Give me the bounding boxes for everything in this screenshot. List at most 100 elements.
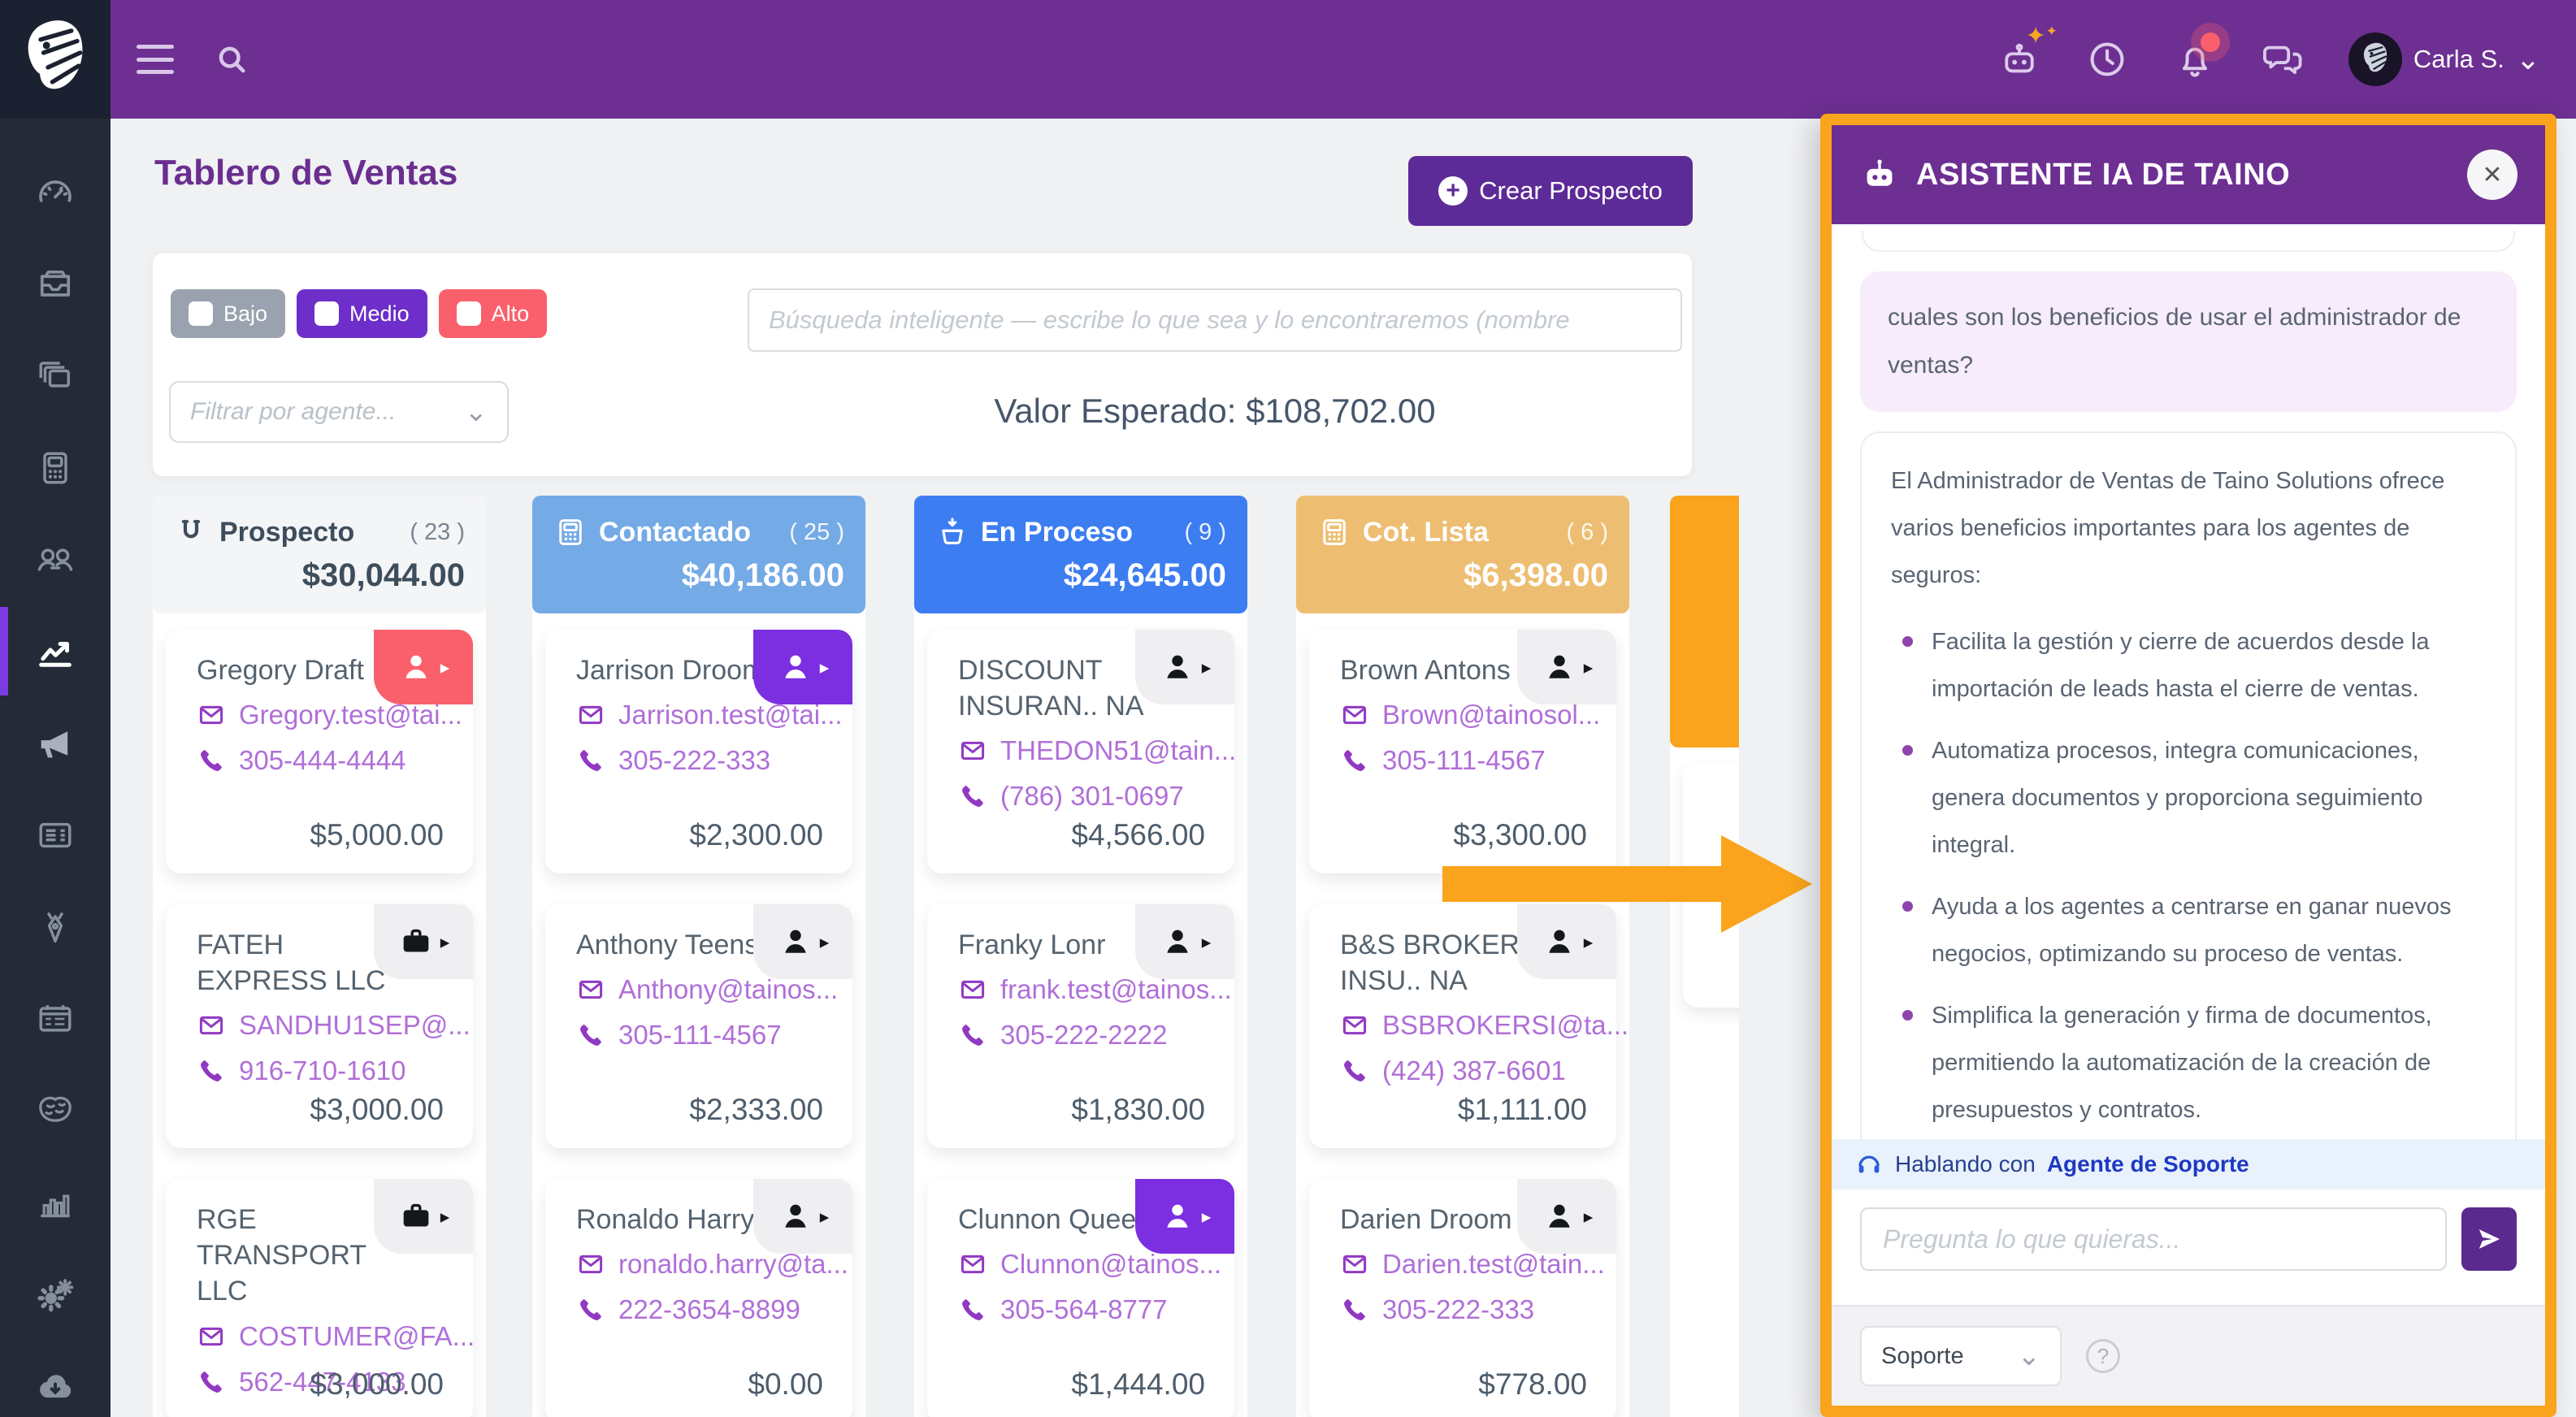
- sidebar-item-inbox[interactable]: [0, 238, 111, 330]
- sidebar-item-downloads[interactable]: [0, 1340, 111, 1417]
- email-link[interactable]: SANDHU1SEP@...: [239, 1010, 471, 1041]
- sidebar-item-sales-board[interactable]: [0, 605, 111, 697]
- prospect-name: Gregory Draft: [197, 655, 364, 686]
- email-link[interactable]: THEDON51@tain...: [1000, 735, 1237, 766]
- phone-link[interactable]: (786) 301-0697: [1000, 781, 1184, 812]
- create-prospect-button[interactable]: + Crear Prospecto: [1408, 156, 1693, 226]
- phone-link[interactable]: 305-111-4567: [618, 1020, 782, 1051]
- department-select[interactable]: Soporte ⌄: [1860, 1326, 2062, 1386]
- prospect-card[interactable]: ▸ Brown Antons Brown@tainosol... 305-111…: [1309, 630, 1616, 873]
- email-link[interactable]: Anthony@tainos...: [618, 974, 839, 1005]
- priority-filter-bajo[interactable]: Bajo: [171, 289, 286, 338]
- sidebar-item-ai[interactable]: [0, 1064, 111, 1156]
- contact-type-badge[interactable]: ▸: [1517, 630, 1616, 704]
- priority-filter-alto[interactable]: Alto: [438, 289, 548, 338]
- sidebar-item-pipelines[interactable]: [0, 330, 111, 422]
- phone-link[interactable]: 305-222-333: [618, 745, 771, 776]
- close-button[interactable]: ✕: [2467, 150, 2517, 200]
- contact-type-badge[interactable]: ▸: [374, 904, 473, 979]
- prospect-card[interactable]: ▸ Jarrison Droom Jarrison.test@tai... 30…: [545, 630, 852, 873]
- email-link[interactable]: BSBROKERSI@ta...: [1382, 1010, 1629, 1041]
- phone-link[interactable]: 222-3654-8899: [618, 1294, 800, 1325]
- priority-filter-medio[interactable]: Medio: [297, 289, 427, 338]
- contact-type-badge[interactable]: ▸: [1135, 1179, 1234, 1254]
- contact-type-badge[interactable]: ▸: [1135, 630, 1234, 704]
- chat-input[interactable]: [1860, 1207, 2447, 1271]
- email-link[interactable]: frank.test@tainos...: [1000, 974, 1232, 1005]
- sidebar-item-reports[interactable]: [0, 1156, 111, 1248]
- email-link[interactable]: Clunnon@tainos...: [1000, 1249, 1221, 1280]
- sidebar-item-calendar[interactable]: [0, 973, 111, 1064]
- phone-link[interactable]: 305-564-8777: [1000, 1294, 1168, 1325]
- history-button[interactable]: [2085, 37, 2129, 81]
- priority-label: Bajo: [223, 301, 268, 326]
- column-header-contactado[interactable]: Contactado ( 25 ) $40,186.00: [532, 496, 865, 613]
- email-link[interactable]: Darien.test@tain...: [1382, 1249, 1605, 1280]
- prospect-card[interactable]: ▸ RGE TRANSPORT LLC COSTUMER@FA... 562-4…: [166, 1179, 475, 1417]
- calculator-icon: [1317, 515, 1351, 549]
- prospect-card[interactable]: ▸ Clunnon Queen Clunnon@tainos... 305-56…: [927, 1179, 1234, 1417]
- phone-link[interactable]: 305-444-4444: [239, 745, 406, 776]
- phone-link[interactable]: 916-710-1610: [239, 1055, 406, 1086]
- column-header-en-proceso[interactable]: En Proceso ( 9 ) $24,645.00: [914, 496, 1247, 613]
- contact-type-badge[interactable]: ▸: [374, 1179, 473, 1254]
- sidebar-item-contacts[interactable]: [0, 514, 111, 605]
- prospect-card[interactable]: ▸ Darien Droom Darien.test@tain... 305-2…: [1309, 1179, 1616, 1417]
- column-header-prospecto[interactable]: Prospecto ( 23 ) $30,044.00: [153, 496, 486, 613]
- sidebar-item-esignature[interactable]: [0, 881, 111, 973]
- checkbox[interactable]: [314, 301, 340, 326]
- phone-icon: [958, 782, 987, 811]
- phone-link[interactable]: 305-222-2222: [1000, 1020, 1168, 1051]
- contact-type-badge[interactable]: ▸: [1517, 1179, 1616, 1254]
- taino-logo[interactable]: [0, 0, 111, 119]
- prospect-card[interactable]: ▸ Gregory Draft Gregory.test@tai... 305-…: [166, 630, 473, 873]
- contact-type-badge[interactable]: ▸: [753, 1179, 852, 1254]
- smart-search-input[interactable]: [748, 288, 1682, 352]
- support-agent-link[interactable]: Agente de Soporte: [2046, 1151, 2249, 1176]
- email-link[interactable]: ronaldo.harry@ta...: [618, 1249, 848, 1280]
- prospect-card[interactable]: ▸ Ronaldo Harry ronaldo.harry@ta... 222-…: [545, 1179, 852, 1417]
- user-menu[interactable]: Carla S. ⌄: [2348, 32, 2540, 86]
- global-search-button[interactable]: [213, 41, 250, 78]
- ai-assistant-button[interactable]: ✦✦: [1997, 24, 2058, 81]
- sidebar-item-dialer[interactable]: [0, 422, 111, 514]
- sidebar-item-marketing[interactable]: [0, 697, 111, 789]
- checkbox[interactable]: [456, 301, 481, 326]
- email-link[interactable]: Brown@tainosol...: [1382, 700, 1601, 730]
- email-link[interactable]: Gregory.test@tai...: [239, 700, 462, 730]
- prospect-card[interactable]: ▸ B&S BROKERS INSU.. NA BSBROKERSI@ta...…: [1309, 904, 1628, 1148]
- phone-link[interactable]: 305-222-333: [1382, 1294, 1535, 1325]
- send-button[interactable]: [2461, 1207, 2517, 1271]
- phone-icon: [958, 1020, 987, 1050]
- contact-type-badge[interactable]: ▸: [1517, 904, 1616, 979]
- prospect-card[interactable]: ▸ Franky Lonr frank.test@tainos... 305-2…: [927, 904, 1234, 1148]
- column-header-cot-lista[interactable]: Cot. Lista ( 6 ) $6,398.00: [1296, 496, 1629, 613]
- messages-button[interactable]: [2261, 37, 2305, 81]
- prospect-card[interactable]: ▸ DISCOUNT INSURAN.. NA THEDON51@tain...…: [927, 630, 1237, 873]
- phone-link[interactable]: 305-111-4567: [1382, 745, 1546, 776]
- hamburger-menu-button[interactable]: [137, 45, 174, 74]
- prospect-card[interactable]: ▸ Anthony Teens Anthony@tainos... 305-11…: [545, 904, 852, 1148]
- cloud-download-icon: [34, 1365, 76, 1407]
- chat-messages[interactable]: cuales son los beneficios de usar el adm…: [1832, 224, 2545, 1139]
- expand-caret-icon: ▸: [1583, 930, 1594, 952]
- dashboard-gauge-icon: [34, 171, 76, 214]
- contact-type-badge[interactable]: ▸: [753, 630, 852, 704]
- column-header-partial[interactable]: [1670, 496, 1739, 748]
- prospect-card[interactable]: ▸ FATEH EXPRESS LLC SANDHU1SEP@... 916-7…: [166, 904, 473, 1148]
- checkbox[interactable]: [189, 301, 213, 326]
- contact-type-badge[interactable]: ▸: [374, 630, 473, 704]
- person-icon: [777, 923, 814, 960]
- sidebar-item-settings[interactable]: [0, 1248, 111, 1340]
- help-question-icon[interactable]: ?: [2086, 1339, 2120, 1373]
- phone-link[interactable]: 562-447-4133: [239, 1366, 406, 1397]
- agent-filter-select[interactable]: Filtrar por agente... ⌄: [169, 381, 509, 443]
- contact-type-badge[interactable]: ▸: [753, 904, 852, 979]
- contact-type-badge[interactable]: ▸: [1135, 904, 1234, 979]
- phone-link[interactable]: (424) 387-6601: [1382, 1055, 1566, 1086]
- notifications-button[interactable]: [2173, 23, 2230, 81]
- email-link[interactable]: COSTUMER@FA...: [239, 1320, 475, 1351]
- sidebar-item-news[interactable]: [0, 789, 111, 881]
- sidebar-item-dashboard[interactable]: [0, 146, 111, 238]
- email-link[interactable]: Jarrison.test@tai...: [618, 700, 843, 730]
